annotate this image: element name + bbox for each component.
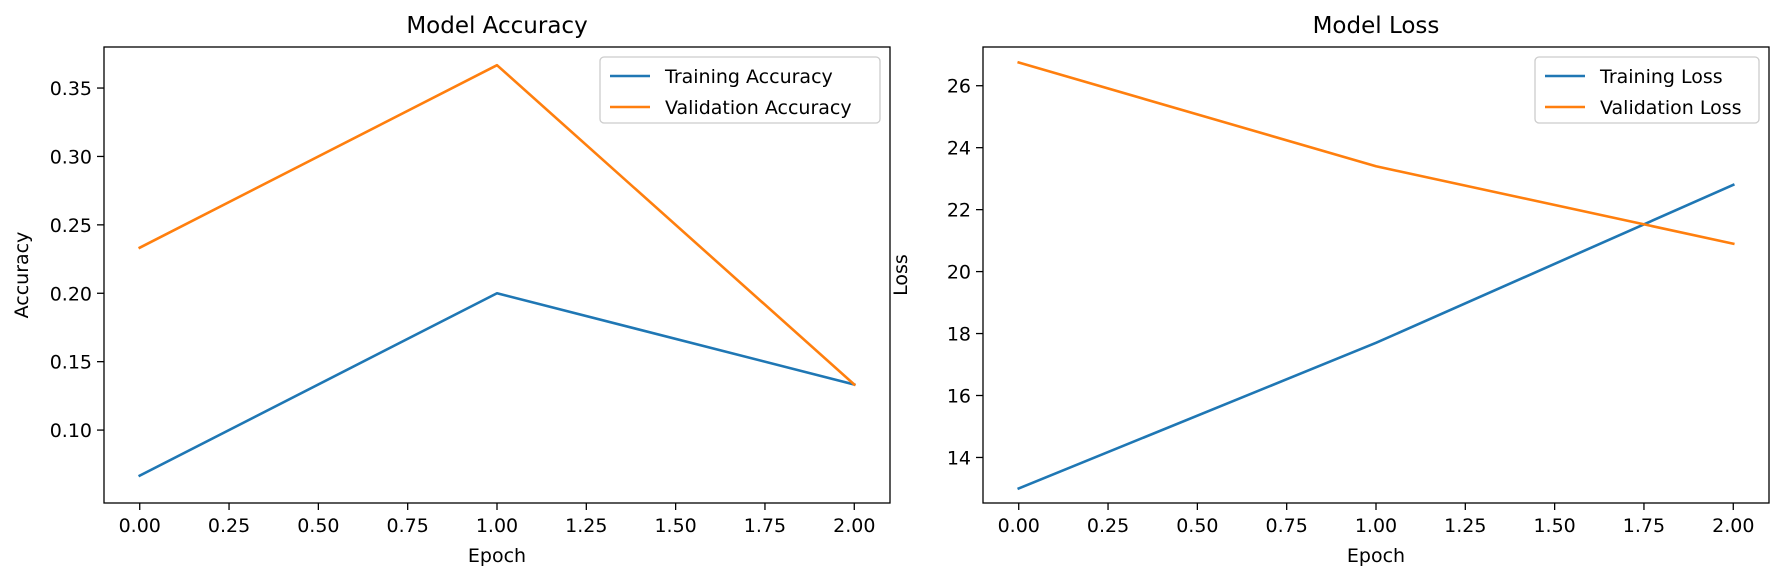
accuracy-x-tick-label: 1.75 xyxy=(744,515,786,537)
loss-x-tick-label: 1.75 xyxy=(1623,515,1665,537)
accuracy-x-tick-label: 0.25 xyxy=(208,515,250,537)
accuracy-y-tick-label: 0.20 xyxy=(50,283,92,305)
loss-legend xyxy=(1534,56,1760,124)
loss-series-line-0 xyxy=(1017,183,1735,491)
loss-y-tick-label: 18 xyxy=(947,324,971,346)
loss-legend-label-1: Validation Loss xyxy=(1600,97,1742,119)
loss-x-tick-label: 0.75 xyxy=(1266,515,1308,537)
accuracy-y-tick-label: 0.25 xyxy=(50,215,92,237)
accuracy-legend-label-1: Validation Accuracy xyxy=(665,97,852,119)
accuracy-y-tick-label: 0.30 xyxy=(50,146,92,168)
loss-y-tick-label: 14 xyxy=(947,447,971,469)
accuracy-legend-label-0: Training Accuracy xyxy=(664,66,833,88)
accuracy-y-tick-label: 0.15 xyxy=(50,352,92,374)
accuracy-x-tick-label: 0.50 xyxy=(297,515,339,537)
loss-y-axis-label: Loss xyxy=(890,254,912,296)
loss-y-tick-label: 26 xyxy=(947,76,971,98)
loss-x-tick-label: 0.50 xyxy=(1176,515,1218,537)
loss-y-tick-label: 20 xyxy=(947,262,971,284)
loss-title: Model Loss xyxy=(1313,13,1440,39)
accuracy-y-tick-label: 0.35 xyxy=(50,78,92,100)
loss-x-tick-label: 0.00 xyxy=(998,515,1040,537)
accuracy-x-tick-label: 1.00 xyxy=(476,515,518,537)
accuracy-y-axis-label: Accuracy xyxy=(11,232,33,319)
loss-legend-label-0: Training Loss xyxy=(1599,66,1723,88)
loss-y-tick-label: 16 xyxy=(947,386,971,408)
accuracy-chart: Model Accuracy 0.00 0.25 0.50 0.75 1.00 1.25 1.… xyxy=(11,13,891,567)
loss-x-tick-label: 1.50 xyxy=(1533,515,1575,537)
loss-x-tick-label: 2.00 xyxy=(1712,515,1754,537)
loss-x-tick-label: 0.25 xyxy=(1087,515,1129,537)
accuracy-x-tick-label: 1.50 xyxy=(654,515,696,537)
loss-x-tick-label: 1.25 xyxy=(1444,515,1486,537)
accuracy-x-tick-label: 0.00 xyxy=(119,515,161,537)
accuracy-series-line-0 xyxy=(137,291,856,478)
accuracy-x-axis-label: Epoch xyxy=(468,545,526,567)
accuracy-legend xyxy=(599,56,881,124)
accuracy-title: Model Accuracy xyxy=(406,13,587,39)
loss-x-axis-label: Epoch xyxy=(1347,545,1405,567)
loss-y-tick-label: 24 xyxy=(947,138,971,160)
loss-x-tick-label: 1.00 xyxy=(1355,515,1397,537)
accuracy-y-tick-label: 0.10 xyxy=(50,420,92,442)
accuracy-x-tick-label: 1.25 xyxy=(565,515,607,537)
loss-chart: Model Loss 0.00 0.25 0.50 0.75 1.00 1.25 1.50 1.… xyxy=(890,13,1770,567)
accuracy-x-tick-label: 2.00 xyxy=(833,515,875,537)
accuracy-x-tick-label: 0.75 xyxy=(387,515,429,537)
loss-y-tick-label: 22 xyxy=(947,200,971,222)
